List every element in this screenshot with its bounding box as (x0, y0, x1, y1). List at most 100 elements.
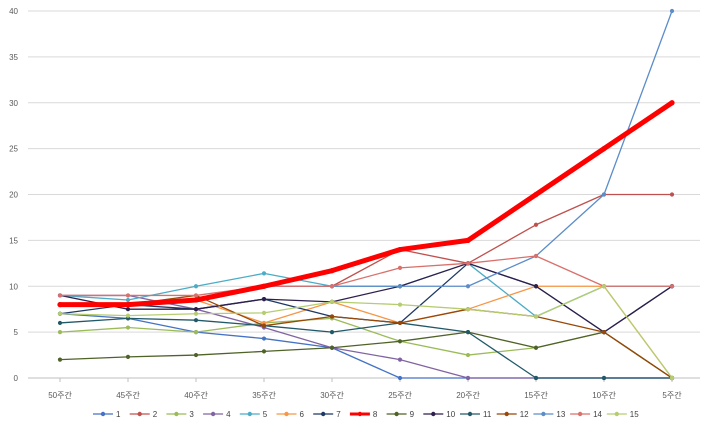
data-point (601, 146, 607, 152)
data-point (329, 330, 335, 335)
legend-label: 7 (336, 410, 341, 419)
series-line (57, 100, 675, 308)
data-point (125, 325, 131, 330)
data-point (533, 375, 539, 381)
data-point (125, 307, 131, 312)
x-tick-label: 35주간 (252, 390, 276, 400)
data-point (601, 375, 607, 381)
data-point (533, 191, 539, 198)
data-point (261, 336, 267, 341)
series-9 (57, 330, 675, 381)
data-point (397, 320, 403, 326)
legend-item: 4 (203, 410, 231, 419)
data-point (533, 222, 539, 227)
data-point (57, 293, 63, 298)
data-point (669, 284, 675, 289)
series-8 (57, 100, 675, 308)
legend-item: 3 (166, 410, 194, 419)
data-point (533, 345, 539, 350)
data-point (601, 192, 607, 197)
legend-marker (614, 411, 619, 417)
data-point (261, 349, 267, 354)
data-point (465, 307, 471, 312)
data-point (261, 296, 267, 302)
x-tick-label: 10주간 (592, 390, 616, 400)
data-point (329, 299, 335, 304)
data-point (397, 357, 403, 362)
data-point (193, 284, 199, 289)
y-tick-label: 20 (9, 191, 18, 200)
y-axis-ticks: 0 5 10 15 20 25 30 35 40 (9, 7, 18, 383)
x-tick-label: 30주간 (320, 390, 344, 400)
legend-label: 6 (300, 410, 305, 419)
data-point (193, 307, 199, 312)
gridlines (28, 10, 700, 379)
legend-label: 4 (226, 410, 231, 419)
legend-item: 7 (313, 410, 341, 419)
legend-marker (100, 411, 106, 417)
series-line (59, 294, 673, 379)
legend-label: 3 (189, 410, 194, 419)
series-line (59, 255, 673, 297)
legend-marker (577, 411, 583, 417)
legend-marker (247, 411, 252, 417)
series-2 (57, 192, 675, 307)
series-line (59, 262, 673, 333)
y-tick-label: 15 (9, 236, 18, 245)
x-tick-label: 45주간 (116, 390, 140, 400)
data-point (329, 268, 335, 274)
data-point (329, 314, 335, 319)
data-point (329, 345, 335, 350)
data-point (397, 265, 403, 270)
data-point (261, 283, 267, 289)
data-point (193, 330, 199, 335)
legend-marker (431, 411, 436, 417)
legend-marker (357, 411, 363, 417)
legend-label: 5 (263, 410, 268, 419)
data-point (465, 375, 471, 381)
data-point (601, 330, 607, 335)
legend-label: 13 (556, 410, 565, 419)
data-point (261, 271, 267, 276)
y-tick-label: 0 (14, 374, 19, 383)
legend-marker (284, 411, 289, 417)
x-tick-label: 15주간 (524, 390, 548, 400)
legend-label: 14 (593, 410, 602, 419)
legend-label: 11 (483, 410, 492, 419)
y-tick-label: 30 (9, 99, 18, 108)
legend-item: 11 (460, 410, 492, 419)
x-axis: 50주간 45주간 40주간 35주간 30주간 25주간 20주간 15주간 10주간 5주간 (28, 377, 700, 400)
data-point (533, 314, 539, 319)
series-11 (57, 316, 675, 381)
legend-label: 10 (446, 410, 455, 419)
y-tick-label: 35 (9, 53, 18, 62)
series-line (59, 262, 673, 333)
series-line (59, 313, 673, 379)
data-point (125, 313, 131, 318)
series-line (59, 285, 673, 379)
data-point (533, 253, 539, 259)
series-15 (57, 284, 675, 381)
data-point (125, 354, 131, 359)
data-point (57, 302, 63, 308)
legend-marker (541, 411, 546, 417)
legend-marker (321, 411, 326, 417)
data-point (669, 375, 675, 381)
series-line (59, 294, 673, 379)
series-5 (57, 261, 675, 319)
data-point (261, 310, 267, 315)
data-point (193, 293, 199, 298)
y-tick-label: 5 (14, 328, 19, 337)
x-tick-label: 5주간 (662, 390, 682, 400)
data-point (57, 357, 63, 362)
data-point (601, 284, 607, 289)
legend-label: 1 (116, 410, 121, 419)
data-point (125, 297, 131, 303)
y-tick-label: 40 (9, 7, 18, 16)
legend-label: 12 (520, 410, 529, 419)
legend-item: 10 (423, 410, 456, 419)
legend-marker (137, 411, 142, 417)
legend-item: 9 (386, 410, 415, 419)
data-point (669, 8, 675, 14)
data-point (397, 284, 403, 289)
